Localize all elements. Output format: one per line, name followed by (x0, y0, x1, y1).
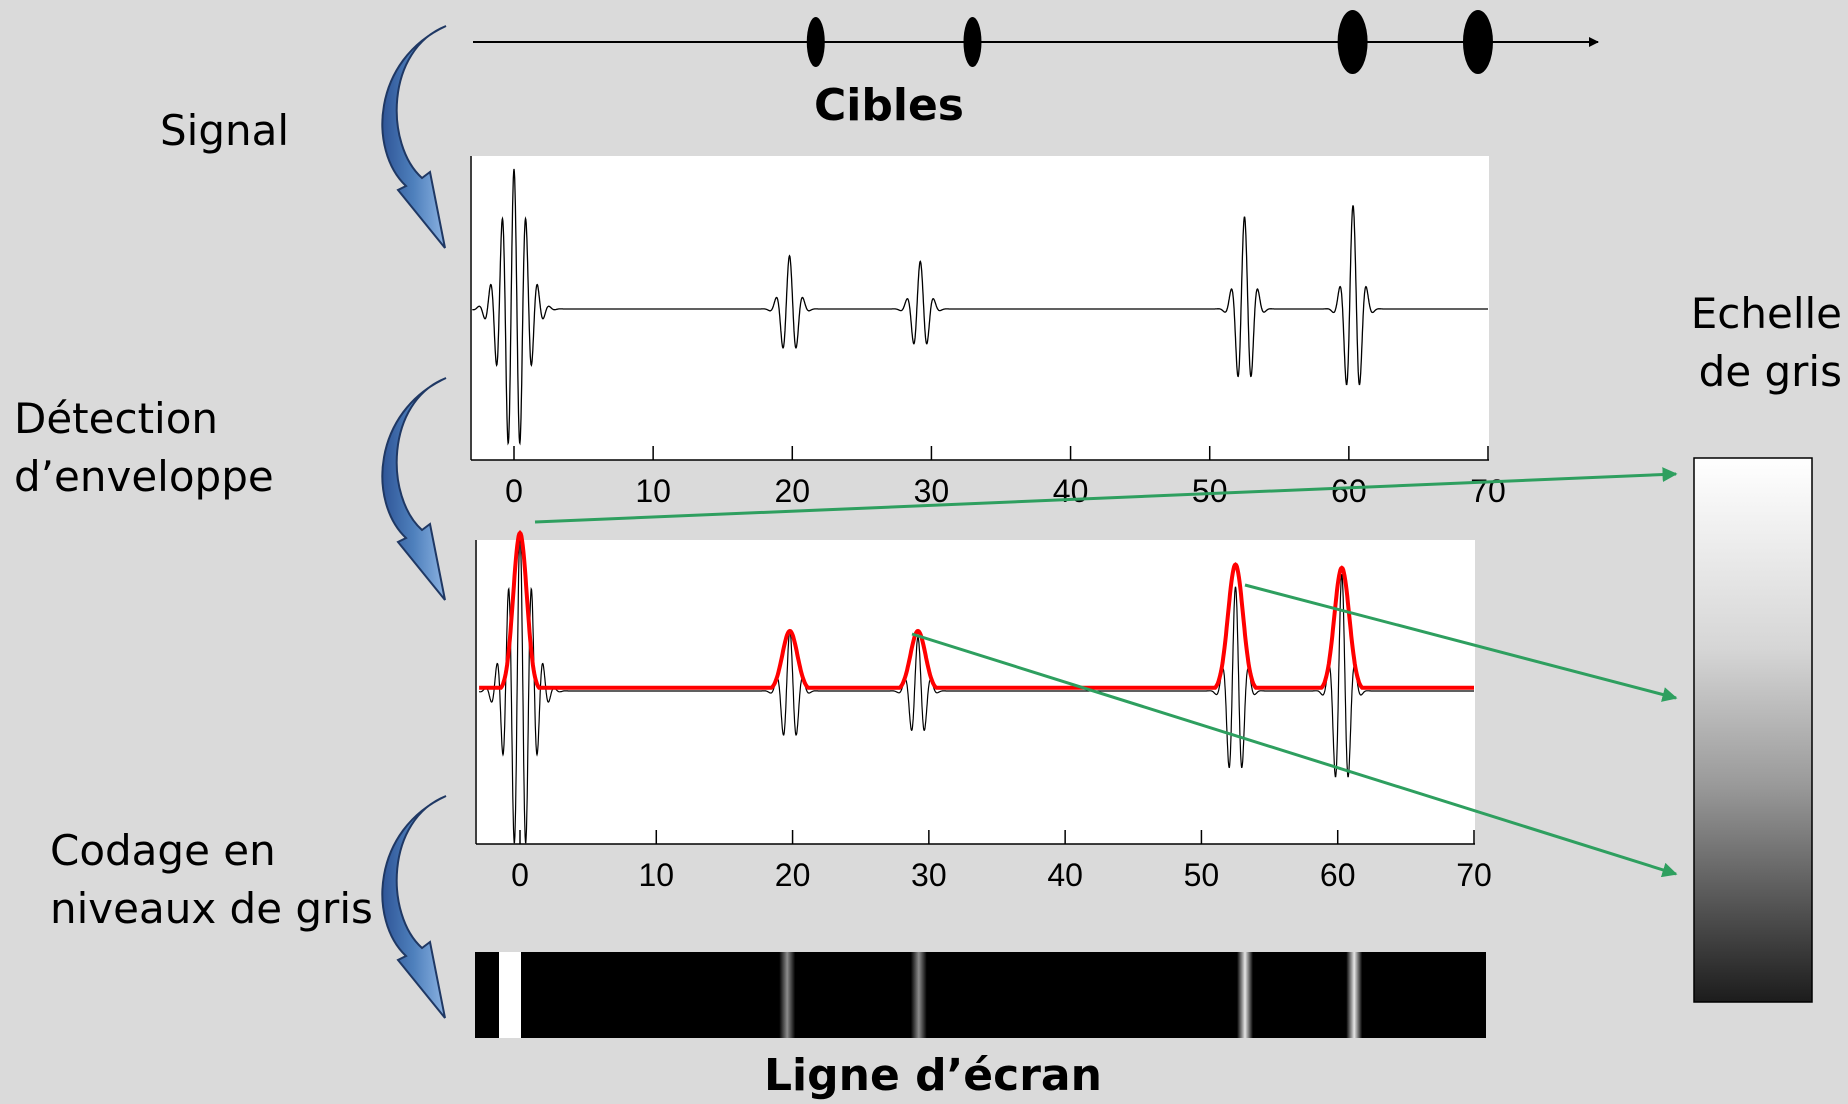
signal-axes (470, 156, 1489, 461)
envelope-ticks: 0 10 20 30 40 50 60 70 (511, 830, 1492, 893)
signal-plot-area (470, 156, 1489, 460)
label-detection: Détection d’enveloppe (14, 390, 274, 506)
label-signal: Signal (160, 106, 290, 155)
label-echelle: Echelle de gris (1691, 285, 1842, 401)
label-echelle-line2: de gris (1698, 347, 1842, 396)
x-tick-label: 50 (1184, 857, 1220, 893)
signal-ticks: 0 10 20 30 40 50 60 70 (505, 446, 1506, 509)
curved-arrow-icon (381, 795, 447, 1019)
x-tick-label: 70 (1456, 857, 1492, 893)
screen-band (779, 952, 796, 1038)
screen-line-bar (475, 952, 1486, 1038)
envelope-line (479, 529, 1474, 690)
target-ellipse-icon (1462, 10, 1493, 74)
curved-arrow-icon (381, 377, 447, 601)
screen-band (910, 952, 927, 1038)
x-tick-label: 50 (1192, 473, 1228, 509)
screen-line-bands (499, 952, 1363, 1038)
label-codage: Codage en niveaux de gris (50, 822, 373, 938)
x-tick-label: 10 (635, 473, 671, 509)
green-arrow-0 (534, 467, 1678, 524)
x-tick-label: 0 (505, 473, 523, 509)
screen-band (499, 952, 521, 1038)
envelope-axes (475, 540, 1475, 845)
x-tick-label: 0 (511, 857, 529, 893)
screen-band (1237, 952, 1253, 1038)
label-detection-line1: Détection (14, 394, 219, 443)
x-tick-label: 20 (775, 857, 811, 893)
label-codage-line1: Codage en (50, 826, 276, 875)
label-ligne-ecran: Ligne d’écran (764, 1050, 1102, 1101)
envelope-plot-area (475, 540, 1475, 844)
grayscale-legend (1693, 457, 1813, 1003)
x-tick-label: 40 (1053, 473, 1089, 509)
rf-signal-line-2 (478, 532, 1474, 844)
green-arrow-2 (911, 632, 1678, 878)
x-tick-label: 30 (914, 473, 950, 509)
targets-group (806, 10, 1493, 74)
label-cibles: Cibles (814, 80, 964, 131)
label-codage-line2: niveaux de gris (50, 884, 373, 933)
target-ellipse-icon (806, 17, 825, 67)
x-tick-label: 60 (1320, 857, 1356, 893)
rf-signal-line (472, 168, 1488, 446)
x-tick-label: 60 (1331, 473, 1367, 509)
curved-arrow-icon (381, 25, 447, 249)
x-tick-label: 40 (1047, 857, 1083, 893)
x-tick-label: 10 (638, 857, 674, 893)
x-tick-label: 30 (911, 857, 947, 893)
screen-band (1346, 952, 1363, 1038)
label-echelle-line1: Echelle (1690, 289, 1842, 338)
target-ellipse-icon (1337, 10, 1368, 74)
green-arrow-1 (1244, 583, 1678, 702)
label-detection-line2: d’enveloppe (14, 452, 274, 501)
x-tick-label: 20 (774, 473, 810, 509)
target-ellipse-icon (963, 17, 982, 67)
x-tick-label: 70 (1470, 473, 1506, 509)
